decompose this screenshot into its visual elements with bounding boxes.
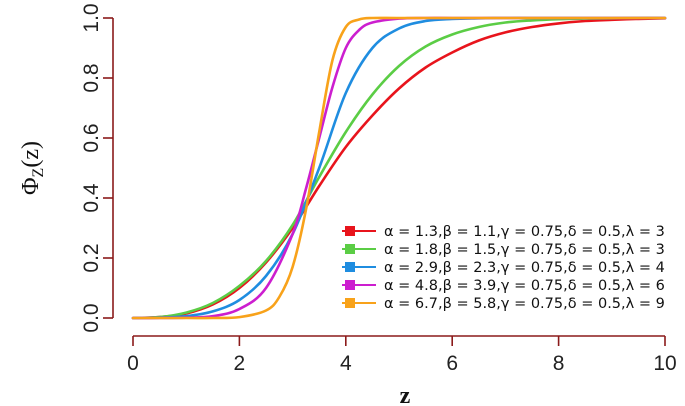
series-line-5 <box>131 16 667 320</box>
legend-swatch <box>345 298 355 308</box>
legend-swatch <box>345 226 355 236</box>
x-tick-label: 4 <box>340 352 352 375</box>
legend-label: α = 1.3,β = 1.1,γ = 0.75,δ = 0.5,λ = 3 <box>384 224 665 240</box>
y-ticks: 0.0 0.2 0.4 0.6 0.8 1.0 <box>80 3 113 333</box>
legend-swatch <box>345 244 355 254</box>
x-tick-label: 2 <box>234 352 246 375</box>
x-axis-title: z <box>400 383 411 406</box>
legend-label: α = 4.8,β = 3.9,γ = 0.75,δ = 0.5,λ = 6 <box>384 278 665 294</box>
y-tick-label: 0.8 <box>80 63 103 92</box>
x-tick-label: 8 <box>553 352 565 375</box>
legend-swatch <box>345 280 355 290</box>
x-tick-label: 0 <box>127 352 139 375</box>
y-axis-title-tail: (z) <box>18 141 44 168</box>
x-ticks: 0 2 4 6 8 10 <box>127 336 677 375</box>
y-tick-label: 0.4 <box>80 183 103 213</box>
y-tick-label: 0.6 <box>80 123 103 152</box>
legend-label: α = 2.9,β = 2.3,γ = 0.75,δ = 0.5,λ = 4 <box>384 260 665 276</box>
legend-item-3: α = 2.9,β = 2.3,γ = 0.75,δ = 0.5,λ = 4 <box>342 260 665 276</box>
legend-label: α = 1.8,β = 1.5,γ = 0.75,δ = 0.5,λ = 3 <box>384 242 665 258</box>
legend-item-2: α = 1.8,β = 1.5,γ = 0.75,δ = 0.5,λ = 3 <box>342 242 665 258</box>
series-curves <box>131 16 667 320</box>
y-axis-title: ΦZ(z) <box>18 141 47 195</box>
y-tick-label: 0.2 <box>80 243 103 272</box>
legend-item-4: α = 4.8,β = 3.9,γ = 0.75,δ = 0.5,λ = 6 <box>342 278 665 294</box>
y-tick-label: 0.0 <box>80 303 103 332</box>
x-tick-label: 6 <box>446 352 458 375</box>
legend-item-1: α = 1.3,β = 1.1,γ = 0.75,δ = 0.5,λ = 3 <box>342 224 665 240</box>
legend-label: α = 6.7,β = 5.8,γ = 0.75,δ = 0.5,λ = 9 <box>384 296 665 312</box>
y-axis-title-main: Φ <box>18 177 44 195</box>
y-axis-title-sub: Z <box>30 168 47 178</box>
legend-item-5: α = 6.7,β = 5.8,γ = 0.75,δ = 0.5,λ = 9 <box>342 296 665 312</box>
axes <box>112 18 665 337</box>
x-tick-label: 10 <box>653 352 676 375</box>
series-line-1 <box>131 17 667 320</box>
legend: α = 1.3,β = 1.1,γ = 0.75,δ = 0.5,λ = 3 α … <box>342 224 665 312</box>
legend-swatch <box>345 262 355 272</box>
y-tick-label: 1.0 <box>80 3 103 32</box>
